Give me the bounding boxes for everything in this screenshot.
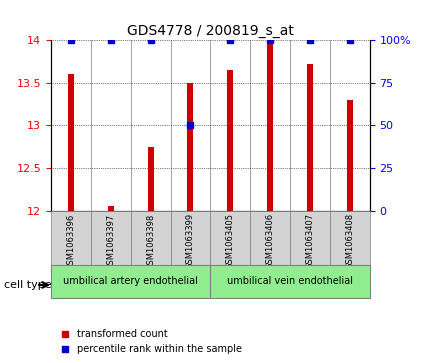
- Bar: [108, 206, 114, 211]
- FancyBboxPatch shape: [51, 211, 91, 265]
- Text: GSM1063398: GSM1063398: [146, 213, 155, 269]
- Text: GSM1063408: GSM1063408: [346, 213, 354, 269]
- FancyBboxPatch shape: [250, 211, 290, 265]
- FancyBboxPatch shape: [131, 211, 170, 265]
- Text: cell type: cell type: [4, 280, 52, 290]
- Text: GSM1063405: GSM1063405: [226, 213, 235, 269]
- Bar: [347, 99, 353, 211]
- FancyBboxPatch shape: [210, 265, 370, 298]
- Legend: transformed count, percentile rank within the sample: transformed count, percentile rank withi…: [56, 326, 246, 358]
- FancyBboxPatch shape: [210, 211, 250, 265]
- FancyBboxPatch shape: [51, 265, 210, 298]
- Text: GSM1063396: GSM1063396: [66, 213, 75, 269]
- Text: umbilical artery endothelial: umbilical artery endothelial: [63, 276, 198, 286]
- Text: GSM1063406: GSM1063406: [266, 213, 275, 269]
- Text: umbilical vein endothelial: umbilical vein endothelial: [227, 276, 353, 286]
- Bar: [227, 70, 233, 211]
- FancyBboxPatch shape: [290, 211, 330, 265]
- FancyBboxPatch shape: [330, 211, 370, 265]
- Text: GSM1063397: GSM1063397: [106, 213, 115, 269]
- FancyBboxPatch shape: [91, 211, 131, 265]
- Bar: [147, 147, 153, 211]
- Text: GSM1063407: GSM1063407: [306, 213, 314, 269]
- Bar: [187, 82, 193, 211]
- Bar: [267, 42, 273, 211]
- Bar: [68, 74, 74, 211]
- Text: GSM1063399: GSM1063399: [186, 213, 195, 269]
- FancyBboxPatch shape: [170, 211, 210, 265]
- Title: GDS4778 / 200819_s_at: GDS4778 / 200819_s_at: [127, 24, 294, 37]
- Bar: [307, 64, 313, 211]
